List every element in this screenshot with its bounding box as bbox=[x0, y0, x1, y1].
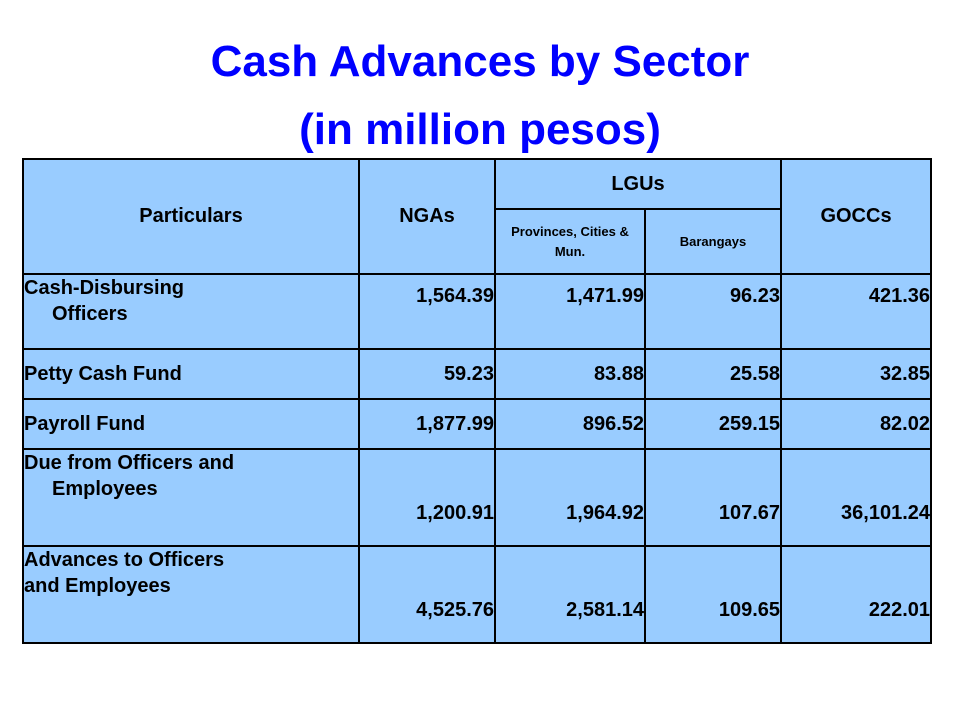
table-subheader-row: Provinces, Cities & Mun. Barangays bbox=[23, 208, 931, 275]
header-barangays: Barangays bbox=[644, 208, 782, 275]
row-label: Due from Officers and Employees bbox=[22, 448, 360, 547]
row-label-line1: Cash-Disbursing bbox=[24, 277, 185, 299]
row-label-line2: Officers bbox=[52, 303, 128, 325]
cell-goccs: 82.02 bbox=[780, 398, 932, 450]
cash-advances-table: Particulars NGAs LGUs GOCCs Provinces, C… bbox=[22, 158, 932, 644]
header-provinces-cities-mun: Provinces, Cities & Mun. bbox=[494, 208, 646, 275]
table-header-row: Particulars NGAs LGUs GOCCs bbox=[22, 158, 932, 275]
cell-ngas: 1,877.99 bbox=[358, 398, 496, 450]
cell-goccs: 421.36 bbox=[780, 273, 932, 350]
row-label: Cash-Disbursing Officers bbox=[22, 273, 360, 350]
cell-barangays: 25.58 bbox=[644, 348, 782, 400]
page-subtitle: (in million pesos) bbox=[299, 105, 661, 154]
row-label-line1: Due from Officers and bbox=[24, 452, 235, 474]
cell-provinces: 1,964.92 bbox=[494, 448, 646, 547]
cell-barangays: 107.67 bbox=[644, 448, 782, 547]
cell-barangays: 109.65 bbox=[644, 545, 782, 644]
cell-goccs: 32.85 bbox=[780, 348, 932, 400]
page-title: Cash Advances by Sector bbox=[210, 37, 750, 86]
cell-goccs: 36,101.24 bbox=[780, 448, 932, 547]
header-goccs: GOCCs bbox=[780, 158, 932, 275]
cell-goccs: 222.01 bbox=[780, 545, 932, 644]
row-label-line1: Advances to Officers bbox=[24, 549, 225, 571]
row-label: Petty Cash Fund bbox=[22, 348, 360, 400]
table-row: Petty Cash Fund 59.23 83.88 25.58 32.85 bbox=[22, 348, 932, 400]
header-ngas: NGAs bbox=[358, 158, 496, 275]
row-label: Advances to Officers and Employees bbox=[22, 545, 360, 644]
cell-ngas: 4,525.76 bbox=[358, 545, 496, 644]
cell-provinces: 1,471.99 bbox=[494, 273, 646, 350]
table-row: Payroll Fund 1,877.99 896.52 259.15 82.0… bbox=[22, 398, 932, 450]
cell-provinces: 896.52 bbox=[494, 398, 646, 450]
cell-provinces: 83.88 bbox=[494, 348, 646, 400]
row-label-line2: and Employees bbox=[24, 575, 171, 597]
cell-barangays: 259.15 bbox=[644, 398, 782, 450]
cell-barangays: 96.23 bbox=[644, 273, 782, 350]
header-lgus: LGUs bbox=[494, 158, 782, 210]
row-label-line2: Employees bbox=[52, 478, 158, 500]
header-particulars: Particulars bbox=[22, 158, 360, 275]
cell-ngas: 1,564.39 bbox=[358, 273, 496, 350]
cell-ngas: 59.23 bbox=[358, 348, 496, 400]
table-row: Cash-Disbursing Officers 1,564.39 1,471.… bbox=[22, 273, 932, 350]
row-label: Payroll Fund bbox=[22, 398, 360, 450]
cell-ngas: 1,200.91 bbox=[358, 448, 496, 547]
table-row: Due from Officers and Employees 1,200.91… bbox=[22, 448, 932, 547]
table-row: Advances to Officers and Employees 4,525… bbox=[22, 545, 932, 644]
cell-provinces: 2,581.14 bbox=[494, 545, 646, 644]
